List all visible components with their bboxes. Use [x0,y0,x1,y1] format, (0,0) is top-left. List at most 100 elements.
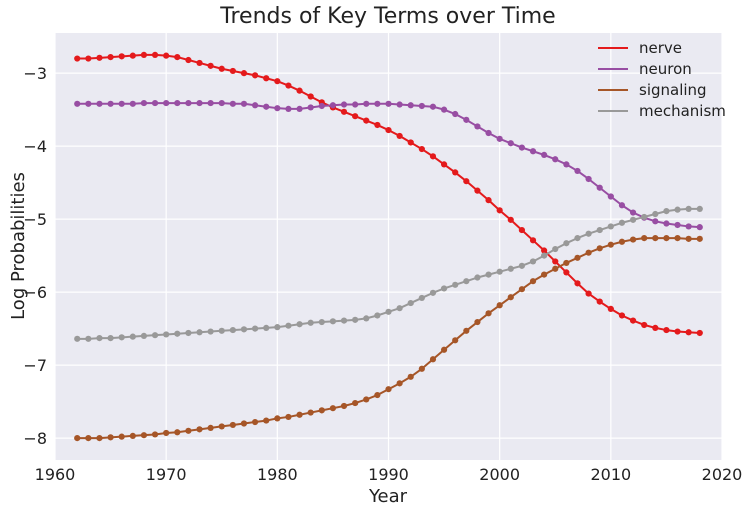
data-point-nerve [596,298,603,305]
y-tick-label: −6 [23,283,47,302]
data-point-neuron [229,100,236,107]
series-mechanism [74,205,703,342]
data-point-nerve [463,178,470,185]
data-point-signaling [285,413,292,421]
data-point-neuron [307,104,314,111]
data-point-mechanism [585,230,592,237]
data-point-nerve [641,321,648,329]
data-point-mechanism [518,262,526,269]
data-point-mechanism [418,294,425,302]
data-point-mechanism [618,219,626,226]
data-point-signaling [629,236,637,243]
data-point-mechanism [318,318,325,326]
data-point-nerve [285,82,292,89]
data-point-nerve [374,121,381,129]
series-group [74,51,703,442]
data-point-neuron [129,100,136,107]
data-point-neuron [474,123,481,130]
data-point-neuron [463,116,470,123]
data-point-mechanism [629,216,637,223]
y-tick-label: −4 [23,137,47,156]
data-point-mechanism [296,321,303,328]
data-point-mechanism [363,315,370,322]
data-point-nerve [529,237,537,244]
data-point-mechanism [641,213,648,221]
data-point-signaling [140,432,148,439]
data-point-mechanism [507,265,514,272]
y-tick-label: −5 [23,210,47,229]
data-point-signaling [151,431,159,438]
data-point-neuron [607,193,614,200]
y-tick-label: −8 [23,429,47,448]
data-point-mechanism [196,329,203,336]
data-point-nerve [518,226,526,234]
legend-label-signaling: signaling [639,81,707,99]
data-point-signaling [385,386,392,393]
data-point-neuron [374,100,381,107]
data-point-nerve [574,280,581,287]
data-point-neuron [385,100,392,107]
data-point-signaling [407,373,414,380]
data-point-mechanism [652,210,659,218]
data-point-neuron [174,99,181,107]
data-point-nerve [263,75,270,82]
data-point-mechanism [307,319,314,326]
data-point-neuron [218,99,225,107]
data-point-mechanism [696,205,703,213]
data-point-signaling [185,427,192,434]
data-point-mechanism [96,335,103,342]
data-point-signaling [252,418,259,426]
data-point-neuron [240,100,248,107]
data-point-neuron [574,167,581,175]
data-point-neuron [263,103,270,110]
data-point-nerve [696,329,703,337]
data-point-neuron [107,100,114,107]
data-point-signaling [74,435,81,442]
data-point-signaling [552,265,559,272]
data-point-signaling [329,405,337,412]
data-point-neuron [318,102,325,110]
legend: nerve neuron signaling mechanism [598,39,726,120]
data-point-nerve [151,51,159,59]
data-point-neuron [596,184,603,191]
data-point-nerve [440,161,448,168]
series-neuron [74,99,703,231]
data-point-neuron [296,105,303,113]
data-point-neuron [485,129,492,137]
data-point-signaling [563,259,570,267]
x-tick-label: 2000 [479,465,520,484]
data-point-signaling [318,407,325,414]
data-point-mechanism [174,330,181,337]
data-point-mechanism [151,332,159,339]
data-point-nerve [485,197,492,204]
chart-title: Trends of Key Terms over Time [219,4,555,29]
data-point-mechanism [440,285,448,292]
data-point-mechanism [240,326,248,333]
data-point-signaling [541,271,548,278]
data-point-mechanism [474,274,481,281]
data-point-nerve [674,328,681,335]
data-point-neuron [541,151,548,158]
data-point-signaling [174,429,181,436]
data-point-signaling [163,429,170,437]
data-point-nerve [496,207,503,214]
data-point-neuron [507,140,514,147]
x-tick-label: 1960 [35,465,76,484]
data-point-mechanism [541,252,548,259]
data-point-nerve [140,51,148,59]
data-point-mechanism [340,317,348,324]
data-point-neuron [563,161,570,168]
data-point-nerve [274,78,281,85]
data-point-neuron [396,101,403,108]
data-point-mechanism [74,335,81,342]
data-point-nerve [107,53,114,61]
x-tick-label: 2010 [590,465,631,484]
data-point-neuron [585,175,592,183]
data-point-mechanism [663,208,670,215]
data-point-neuron [552,156,559,163]
data-point-neuron [363,100,370,107]
data-point-nerve [218,65,225,72]
data-point-signaling [585,249,592,256]
data-point-nerve [541,247,548,254]
data-point-mechanism [563,240,570,247]
